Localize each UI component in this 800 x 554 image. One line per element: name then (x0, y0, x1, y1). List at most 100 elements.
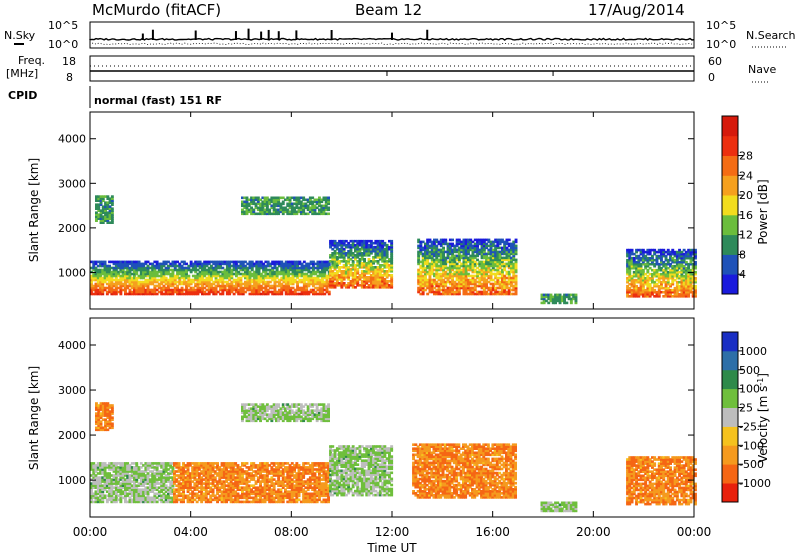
power-cell (268, 276, 272, 280)
power-cell (424, 258, 427, 262)
power-cell (160, 264, 164, 268)
power-cell (635, 274, 638, 278)
power-cell (660, 272, 663, 276)
power-cell (264, 290, 268, 294)
power-cell (254, 204, 258, 208)
power-cell (135, 270, 139, 274)
power-cell (271, 284, 275, 288)
power-cell (372, 280, 375, 283)
power-cell (302, 288, 306, 292)
velocity-cell (99, 468, 102, 471)
power-cell (167, 280, 170, 284)
power-cell (347, 262, 351, 265)
power-cell (263, 200, 267, 204)
power-cell (299, 202, 303, 206)
velocity-cell (121, 474, 125, 477)
power-cell (316, 260, 320, 264)
velocity-cell (162, 486, 166, 489)
velocity-cell (182, 486, 185, 489)
power-cell (426, 262, 430, 266)
power-cell (347, 278, 351, 281)
power-cell (130, 262, 134, 266)
power-cell (480, 290, 484, 294)
power-cell (117, 282, 121, 286)
power-cell (139, 268, 143, 272)
velocity-cell (171, 476, 175, 479)
power-cell (673, 264, 677, 268)
power-cell (124, 292, 127, 296)
velocity-cell (137, 492, 141, 496)
power-cell (146, 274, 150, 278)
power-cell (314, 280, 318, 284)
power-cell (322, 196, 326, 200)
power-cell (191, 286, 195, 290)
power-cell (514, 250, 518, 254)
power-cell (628, 278, 632, 282)
power-cell (648, 258, 652, 262)
power-cell (660, 260, 663, 264)
velocity-cell (135, 490, 139, 493)
velocity-cell (108, 476, 111, 479)
velocity-cell (108, 462, 111, 465)
power-cell (501, 288, 504, 292)
velocity-cell (144, 466, 148, 469)
power-cell (478, 238, 482, 242)
power-cell (390, 256, 394, 259)
velocity-cell (90, 462, 93, 465)
power-cell (678, 262, 681, 266)
velocity-cell (101, 478, 105, 481)
velocity-cell (121, 482, 125, 485)
power-cell (101, 288, 105, 292)
power-cell (333, 239, 337, 243)
power-cell (194, 288, 198, 292)
power-cell (321, 262, 324, 266)
power-colorbar-tick-label: 16 (739, 209, 753, 222)
power-cell (162, 262, 166, 266)
power-cell (455, 284, 459, 288)
power-cell (342, 249, 346, 253)
velocity-cell (155, 488, 159, 491)
velocity-cell (124, 464, 127, 467)
power-cell (340, 282, 344, 285)
power-cell (514, 246, 518, 250)
power-cell (675, 290, 679, 294)
power-cell (653, 252, 657, 256)
power-cell (148, 280, 152, 284)
velocity-cell (94, 476, 98, 479)
power-cell (191, 288, 195, 292)
power-cell (635, 262, 638, 266)
velocity-cell (137, 496, 141, 500)
power-cell (453, 286, 457, 290)
power-cell (253, 284, 256, 288)
velocity-cell (146, 474, 150, 477)
power-cell (691, 252, 695, 256)
power-cell (448, 260, 452, 264)
power-cell (462, 286, 466, 290)
power-cell (124, 284, 127, 288)
power-cell (225, 264, 229, 268)
velocity-cell (99, 488, 102, 491)
power-cell (462, 256, 466, 260)
power-cell (388, 284, 391, 287)
power-cell (321, 268, 324, 272)
power-cell (148, 278, 152, 282)
power-cell (293, 288, 297, 292)
power-cell (268, 264, 272, 268)
power-cell (473, 260, 477, 264)
power-cell (478, 284, 482, 288)
power-cell (304, 212, 308, 216)
power-cell (501, 268, 504, 272)
power-cell (117, 272, 121, 276)
power-cell (354, 256, 357, 259)
power-cell (262, 268, 265, 272)
power-cell (632, 295, 636, 298)
nsearch-label: N.Search (746, 29, 796, 42)
velocity-cell (182, 494, 185, 498)
power-cell (628, 260, 632, 264)
power-cell (169, 280, 173, 284)
power-cell (347, 256, 351, 259)
power-cell (281, 200, 285, 204)
power-cell (139, 262, 143, 266)
power-cell (655, 293, 659, 296)
power-cell (421, 240, 425, 244)
